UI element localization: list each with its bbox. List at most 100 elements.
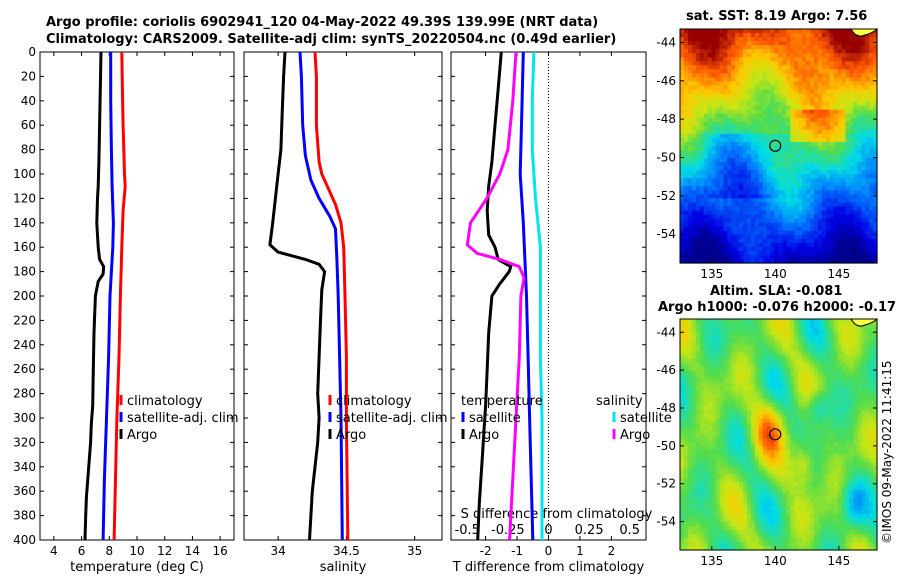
map-cell	[794, 450, 799, 456]
map-cell	[680, 410, 685, 416]
map-cell	[782, 322, 787, 328]
map-cell	[798, 33, 803, 38]
map-cell	[817, 406, 823, 412]
map-cell	[695, 222, 701, 228]
map-cell	[758, 322, 764, 328]
map-cell	[774, 162, 780, 167]
map-cell	[719, 362, 724, 368]
map-cell	[837, 186, 843, 191]
map-cell	[786, 374, 791, 380]
map-cell	[865, 386, 870, 392]
map-cell	[873, 378, 878, 384]
map-cell	[794, 89, 799, 95]
map-cell	[774, 77, 780, 83]
map-cell	[691, 430, 697, 436]
map-cell	[735, 322, 740, 328]
map-cell	[680, 198, 685, 204]
map-cell	[833, 73, 839, 79]
map-cell	[699, 41, 705, 46]
map-cell	[743, 105, 748, 111]
map-cell	[821, 442, 827, 448]
map-cell	[723, 45, 728, 50]
map-cell	[873, 198, 878, 204]
map-cell	[821, 222, 827, 228]
map-cell	[782, 45, 787, 50]
series-line-Argo	[268, 51, 327, 541]
map-cell	[683, 133, 689, 139]
map-cell	[873, 438, 878, 444]
map-cell	[778, 69, 784, 74]
map-cell	[762, 158, 768, 163]
map-cell	[798, 350, 803, 356]
map-cell	[723, 57, 728, 62]
map-cell	[841, 370, 847, 376]
map-cell	[707, 210, 713, 216]
map-cell	[869, 354, 874, 360]
map-cell	[833, 390, 839, 396]
map-cell	[680, 158, 685, 163]
map-cell	[723, 190, 728, 196]
map-cell	[845, 89, 851, 95]
map-cell	[798, 129, 803, 135]
map-cell	[727, 330, 732, 336]
map-cell	[731, 113, 736, 119]
map-cell	[813, 137, 819, 143]
map-cell	[695, 174, 701, 179]
map-cell	[806, 121, 811, 127]
map-cell	[821, 117, 827, 123]
map-cell	[735, 61, 740, 66]
map-cell	[715, 97, 720, 103]
map-cell	[841, 178, 847, 183]
map-cell	[715, 53, 720, 58]
map-cell	[695, 77, 701, 83]
map-cell	[837, 146, 843, 151]
map-cell	[786, 57, 791, 62]
map-cell	[833, 346, 839, 352]
x-tick-label: -2	[480, 544, 492, 558]
map-cell	[841, 366, 847, 372]
map-cell	[782, 386, 787, 392]
map-cell	[857, 154, 862, 159]
map-cell	[770, 398, 776, 404]
map-cell	[865, 162, 870, 167]
map-cell	[695, 330, 701, 336]
map-cell	[770, 382, 776, 388]
map-cell	[750, 222, 756, 228]
map-cell	[833, 238, 839, 244]
map-cell	[821, 150, 827, 155]
map-cell	[691, 330, 697, 336]
map-cell	[695, 378, 701, 384]
map-cell	[873, 342, 878, 348]
map-cell	[806, 137, 811, 143]
map-cell	[699, 178, 705, 183]
map-cell	[841, 258, 847, 264]
map-cell	[790, 133, 795, 139]
map-cell	[790, 121, 795, 127]
map-cell	[829, 338, 835, 344]
map-cell	[833, 41, 839, 46]
legend-label: Argo	[127, 428, 157, 443]
map-cell	[837, 250, 843, 256]
map-cell	[817, 206, 823, 212]
map-cell	[695, 89, 701, 95]
map-cell	[695, 234, 701, 240]
map-cell	[849, 186, 854, 191]
map-cell	[750, 101, 756, 107]
map-cell	[770, 406, 776, 412]
map-cell	[762, 37, 768, 42]
map-cell	[786, 226, 791, 232]
map-cell	[821, 194, 827, 200]
map-cell	[743, 81, 748, 87]
map-cell	[786, 366, 791, 372]
map-cell	[731, 49, 736, 54]
map-cell	[782, 366, 787, 372]
map-cell	[727, 194, 732, 200]
map-cell	[750, 338, 756, 344]
map-cell	[865, 250, 870, 256]
map-cell	[841, 218, 847, 224]
map-cell	[739, 378, 744, 384]
map-cell	[829, 319, 835, 324]
map-cell	[869, 141, 874, 147]
map-cell	[680, 121, 685, 127]
map-cell	[802, 258, 807, 264]
